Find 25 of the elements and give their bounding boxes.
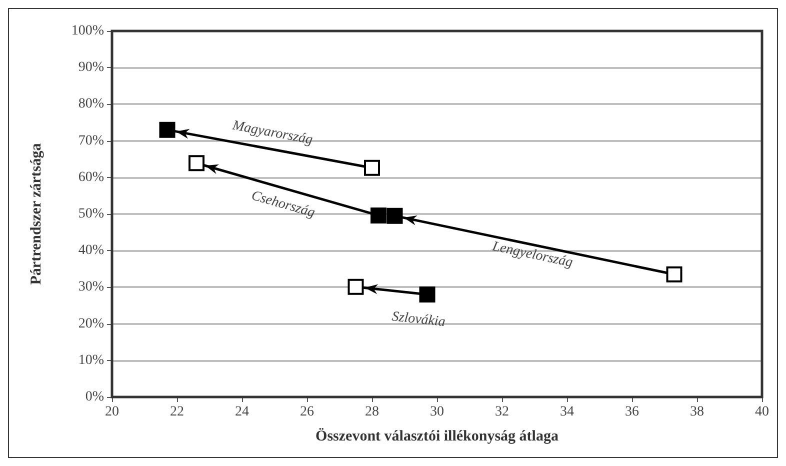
x-tick-label: 20	[105, 404, 119, 420]
x-tick-label: 32	[495, 404, 509, 420]
y-tick-label: 30%	[78, 280, 104, 295]
y-tick-label: 20%	[78, 316, 104, 332]
y-tick-label: 100%	[71, 24, 104, 38]
y-tick-label: 0%	[85, 390, 104, 404]
x-tick-label: 24	[235, 404, 249, 420]
x-tick-label: 28	[365, 404, 379, 420]
x-tick-label: 26	[300, 404, 314, 420]
y-tick-label: 90%	[78, 60, 104, 76]
y-tick-label: 50%	[78, 206, 104, 222]
text: Szlovákia	[391, 309, 446, 330]
y-tick-label: 80%	[78, 96, 104, 112]
x-tick-label: 34	[560, 404, 574, 420]
x-tick-label: 22	[170, 404, 184, 420]
x-tick-label: 30	[430, 404, 444, 420]
x-tick-label: 36	[625, 404, 639, 420]
y-tick-label: 70%	[78, 133, 104, 148]
x-tick-label: 40	[755, 404, 769, 420]
x-tick-label: 38	[690, 404, 704, 420]
x-axis-title: Összevont választói illékonyság átlaga	[316, 428, 559, 444]
y-tick-label: 40%	[78, 243, 104, 258]
y-axis-title: Pártrendszer zártsága	[28, 142, 44, 285]
y-tick-label: 60%	[78, 170, 104, 185]
y-tick-label: 10%	[78, 352, 104, 368]
